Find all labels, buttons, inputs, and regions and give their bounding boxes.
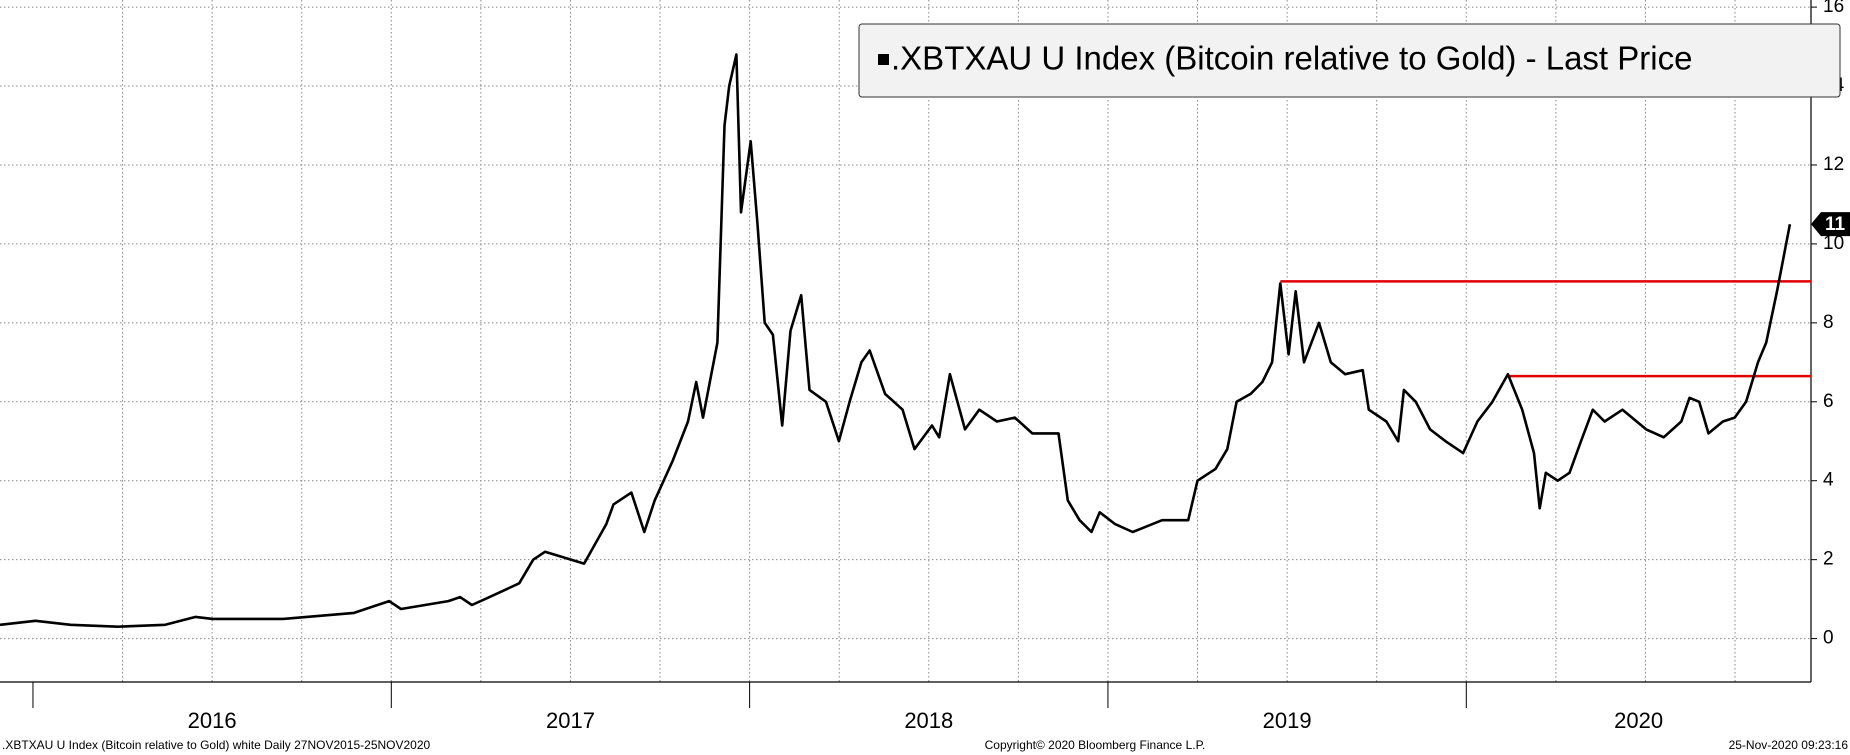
footer-left: .XBTXAU U Index (Bitcoin relative to Gol… — [2, 738, 431, 752]
x-tick-label: 2017 — [546, 708, 595, 733]
last-price-label: 11 — [1825, 214, 1846, 235]
legend-swatch — [878, 54, 889, 65]
x-tick-label: 2020 — [1614, 708, 1663, 733]
y-tick-label: 12 — [1823, 154, 1844, 175]
footer-right: 25-Nov-2020 09:23:16 — [1729, 738, 1849, 752]
last-price-tag — [1811, 212, 1850, 237]
y-tick-label: 0 — [1823, 628, 1834, 649]
footer-center: Copyright© 2020 Bloomberg Finance L.P. — [985, 738, 1206, 752]
y-tick-label: 10 — [1823, 233, 1844, 254]
x-tick-label: 2019 — [1263, 708, 1312, 733]
y-tick-label: 16 — [1823, 0, 1844, 17]
y-tick-label: 6 — [1823, 391, 1834, 412]
y-tick-label: 4 — [1823, 470, 1834, 491]
x-tick-label: 2016 — [188, 708, 237, 733]
legend-box — [858, 23, 1841, 98]
y-tick-label: 8 — [1823, 312, 1834, 333]
x-tick-label: 2018 — [904, 708, 953, 733]
legend-label: .XBTXAU U Index (Bitcoin relative to Gol… — [891, 40, 1692, 77]
price-line — [0, 53, 1792, 628]
y-tick-label: 2 — [1823, 549, 1834, 570]
